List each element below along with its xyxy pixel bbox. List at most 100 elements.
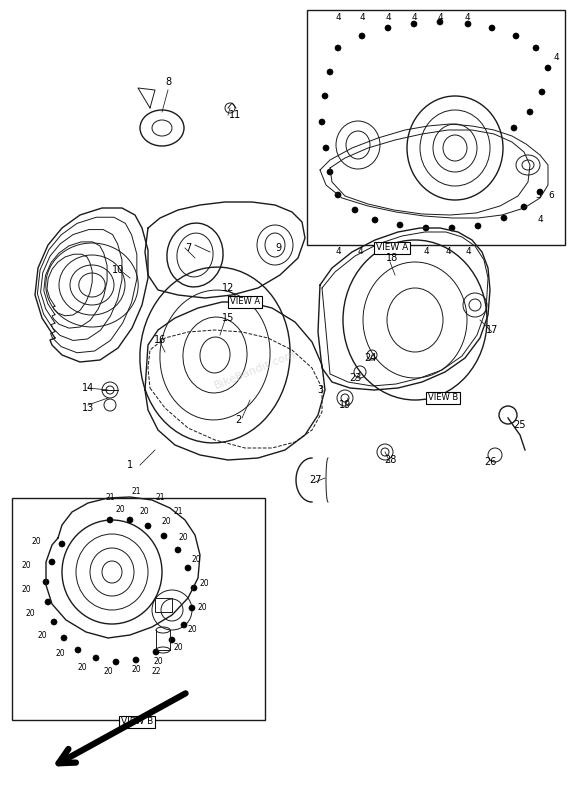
Text: 6: 6 xyxy=(548,190,554,199)
Circle shape xyxy=(335,192,341,198)
Circle shape xyxy=(501,215,507,221)
Text: 2: 2 xyxy=(235,415,241,425)
Text: 20: 20 xyxy=(21,561,31,570)
Circle shape xyxy=(191,585,197,591)
Text: 20: 20 xyxy=(37,631,47,641)
Text: 27: 27 xyxy=(309,475,321,485)
Text: 12: 12 xyxy=(222,283,234,293)
Circle shape xyxy=(423,225,429,231)
Text: 4: 4 xyxy=(437,14,443,22)
Text: 13: 13 xyxy=(82,403,94,413)
Circle shape xyxy=(537,189,543,195)
Text: 21: 21 xyxy=(105,494,115,502)
Circle shape xyxy=(372,217,378,223)
Circle shape xyxy=(45,599,51,605)
Text: 8: 8 xyxy=(165,77,171,87)
Text: 7: 7 xyxy=(185,243,191,253)
Text: 4: 4 xyxy=(335,247,341,257)
Text: 20: 20 xyxy=(77,663,87,673)
Text: 20: 20 xyxy=(199,579,209,589)
Text: 22: 22 xyxy=(151,667,161,677)
Text: 20: 20 xyxy=(161,518,171,526)
Circle shape xyxy=(527,109,533,115)
Text: 20: 20 xyxy=(139,507,149,517)
Circle shape xyxy=(153,649,159,655)
Circle shape xyxy=(359,33,365,39)
Text: VIEW A: VIEW A xyxy=(230,298,260,306)
Circle shape xyxy=(49,559,55,565)
Circle shape xyxy=(189,605,195,611)
Circle shape xyxy=(327,69,333,75)
Circle shape xyxy=(511,125,517,131)
Text: 4: 4 xyxy=(553,54,559,62)
Text: 4: 4 xyxy=(411,14,417,22)
Text: 20: 20 xyxy=(178,534,188,542)
Text: 18: 18 xyxy=(386,253,398,263)
Circle shape xyxy=(175,547,181,553)
Text: VIEW B: VIEW B xyxy=(428,394,458,402)
Circle shape xyxy=(521,204,527,210)
Circle shape xyxy=(449,225,455,231)
Text: BikeBandit.com: BikeBandit.com xyxy=(212,349,297,391)
Circle shape xyxy=(319,119,325,125)
Circle shape xyxy=(352,207,358,213)
Circle shape xyxy=(465,21,471,27)
Circle shape xyxy=(475,223,481,229)
Text: 20: 20 xyxy=(187,626,197,634)
Circle shape xyxy=(133,657,139,663)
Bar xyxy=(155,598,172,612)
Text: 15: 15 xyxy=(222,313,234,323)
Text: 23: 23 xyxy=(349,373,361,383)
Text: 24: 24 xyxy=(364,353,376,363)
Text: 20: 20 xyxy=(115,506,125,514)
Text: 28: 28 xyxy=(384,455,396,465)
Circle shape xyxy=(113,659,119,665)
Text: 21: 21 xyxy=(155,494,165,502)
Circle shape xyxy=(545,65,551,71)
Text: 4: 4 xyxy=(537,215,543,225)
Text: 4: 4 xyxy=(359,14,365,22)
Circle shape xyxy=(411,21,417,27)
Text: 20: 20 xyxy=(21,586,31,594)
Text: 16: 16 xyxy=(154,335,166,345)
Circle shape xyxy=(127,517,133,523)
Text: 20: 20 xyxy=(191,555,201,565)
Circle shape xyxy=(43,579,49,585)
Text: 3: 3 xyxy=(317,385,323,395)
Circle shape xyxy=(185,565,191,571)
Text: 1: 1 xyxy=(127,460,133,470)
Text: 4: 4 xyxy=(335,14,341,22)
Circle shape xyxy=(489,25,495,31)
Text: 4: 4 xyxy=(385,14,391,22)
Text: 17: 17 xyxy=(486,325,498,335)
Circle shape xyxy=(181,622,187,628)
Circle shape xyxy=(75,647,81,653)
Text: 20: 20 xyxy=(131,666,141,674)
Text: 4: 4 xyxy=(445,247,451,257)
Text: 4: 4 xyxy=(423,247,429,257)
Circle shape xyxy=(107,517,113,523)
Circle shape xyxy=(145,523,151,529)
Text: 21: 21 xyxy=(173,507,183,517)
Text: 10: 10 xyxy=(112,265,124,275)
Circle shape xyxy=(513,33,519,39)
Text: 20: 20 xyxy=(197,603,207,613)
Circle shape xyxy=(61,635,67,641)
Text: 4: 4 xyxy=(379,247,385,257)
Circle shape xyxy=(51,619,57,625)
Text: 20: 20 xyxy=(31,538,41,546)
Text: 9: 9 xyxy=(275,243,281,253)
Text: 4: 4 xyxy=(401,247,407,257)
Text: 4: 4 xyxy=(357,247,363,257)
Circle shape xyxy=(385,25,391,31)
Text: 14: 14 xyxy=(82,383,94,393)
Text: 21: 21 xyxy=(131,487,141,497)
Circle shape xyxy=(539,89,545,95)
Circle shape xyxy=(327,169,333,175)
Circle shape xyxy=(59,541,65,547)
Circle shape xyxy=(169,637,175,643)
Text: 26: 26 xyxy=(484,457,496,467)
Text: 20: 20 xyxy=(55,650,65,658)
Circle shape xyxy=(533,45,539,51)
Circle shape xyxy=(335,45,341,51)
